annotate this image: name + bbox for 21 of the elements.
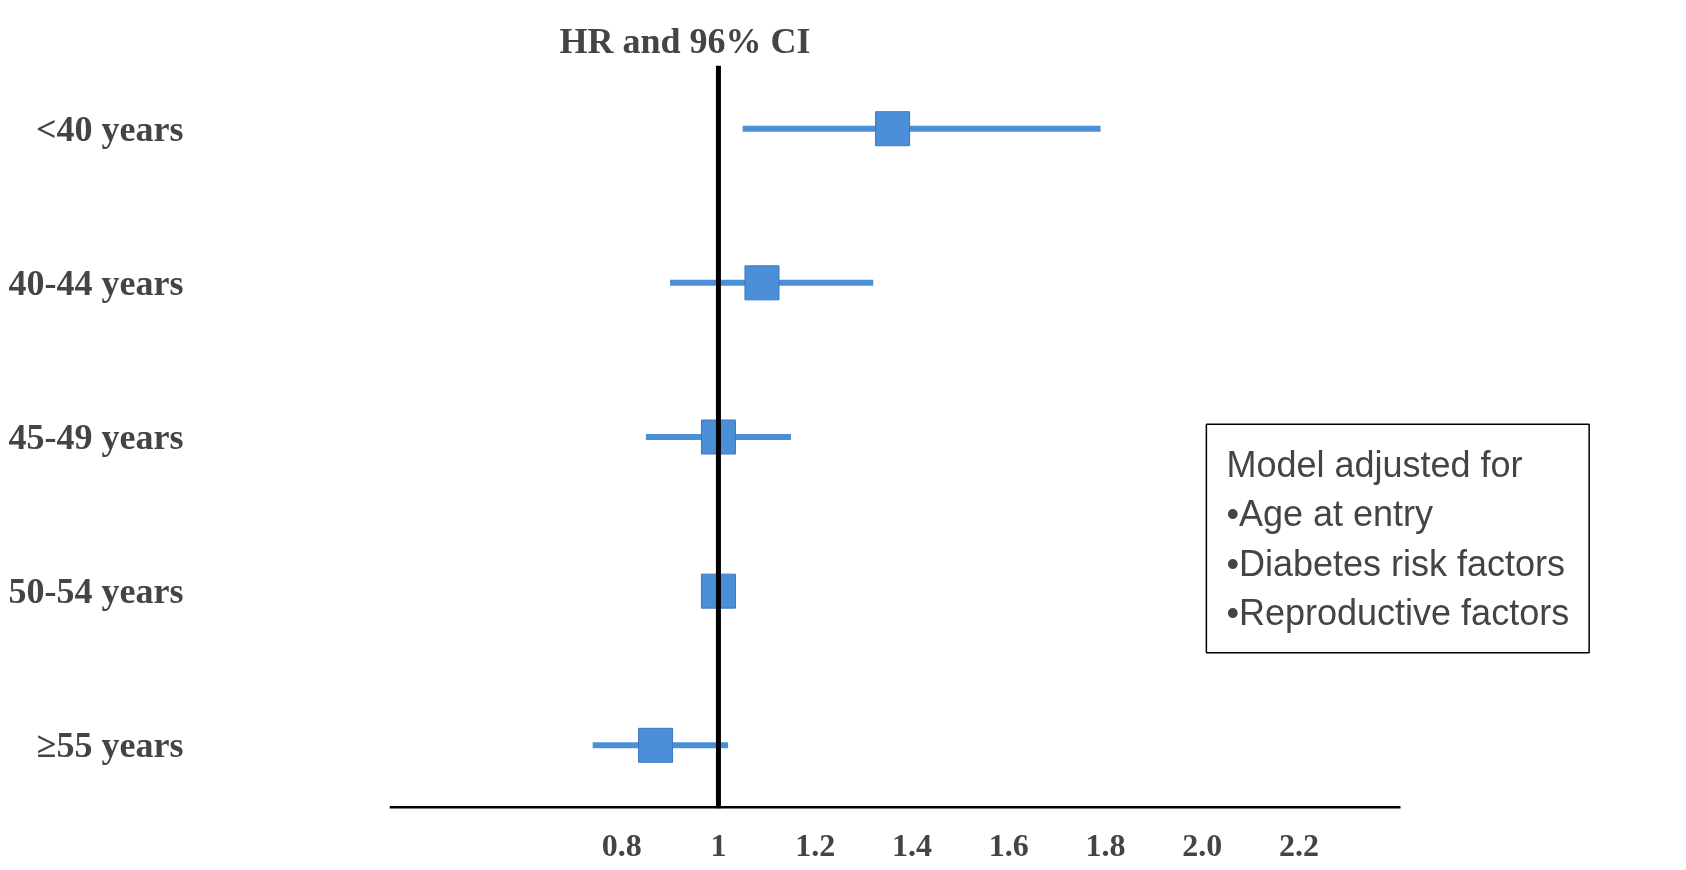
x-tick-label: 1.4 xyxy=(891,826,932,863)
chart-title: HR and 96% CI xyxy=(559,20,811,61)
x-tick-label: 2.2 xyxy=(1278,826,1319,863)
annotation: •Age at entry xyxy=(1226,493,1434,535)
annotation: Model adjusted for xyxy=(1226,444,1523,486)
x-tick-label: 0.8 xyxy=(601,826,642,863)
x-tick-label: 1.6 xyxy=(988,826,1029,863)
point xyxy=(875,111,911,147)
y-tick-label: 50-54 years xyxy=(8,571,184,612)
x-tick-label: 1.2 xyxy=(795,826,836,863)
y-tick-label: 45-49 years xyxy=(8,417,184,457)
x-tick-label: 2.0 xyxy=(1182,826,1223,863)
point xyxy=(744,265,780,301)
point xyxy=(638,727,674,763)
y-tick-label: <40 years xyxy=(36,108,184,149)
x-tick-label: 1.8 xyxy=(1085,826,1126,863)
annotation: •Diabetes risk factors xyxy=(1226,542,1566,584)
y-tick-label: 40-44 years xyxy=(8,262,184,303)
annotation: •Reproductive factors xyxy=(1226,591,1570,633)
y-tick-label: ≥55 years xyxy=(36,725,184,766)
x-tick-label: 1 xyxy=(710,826,727,863)
